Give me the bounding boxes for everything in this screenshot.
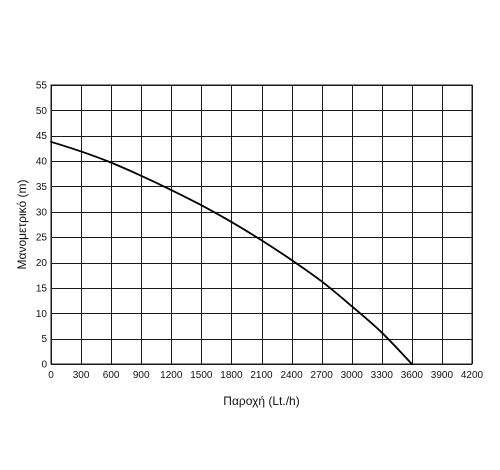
y-tick-label: 50 [36,106,48,117]
x-tick-label: 3000 [341,370,364,381]
y-tick-label: 15 [36,283,48,294]
x-tick-label: 4200 [461,370,484,381]
series-line [50,140,413,365]
x-tick-label: 2400 [280,370,303,381]
y-tick-label: 55 [36,81,48,92]
x-tick-label: 300 [73,370,90,381]
x-tick-label: 3900 [431,370,454,381]
series-group [50,140,413,365]
x-tick-label: 2100 [250,370,273,381]
grid [51,85,473,365]
x-tick-label: 2700 [311,370,334,381]
y-tick-label: 10 [36,309,48,320]
x-axis-title: Παροχή (Lt./h) [223,394,299,408]
plot-area-frame [50,84,473,365]
y-tick-label: 0 [41,360,47,371]
y-tick-label: 25 [36,233,48,244]
y-tick-label: 45 [36,131,48,142]
x-tick-label: 900 [133,370,150,381]
x-tick-label: 3300 [371,370,394,381]
x-tick-label: 1200 [160,370,183,381]
x-tick-label: 3600 [401,370,424,381]
x-tick-label: 1500 [190,370,213,381]
y-tick-label: 35 [36,182,48,193]
x-tick-label: 1800 [220,370,243,381]
y-tick-label: 30 [36,207,48,218]
y-axis-ticks: 0 5 10 15 20 25 30 35 40 45 50 55 [36,81,48,371]
x-axis-ticks: 0 300 600 900 1200 1500 1800 2100 2400 2700 3000 33… [48,370,483,381]
x-tick-label: 0 [48,370,54,381]
y-tick-label: 40 [36,157,48,168]
y-tick-label: 20 [36,258,48,269]
y-tick-label: 5 [41,334,47,345]
x-tick-label: 600 [103,370,120,381]
y-axis-title: Μανομετρικό (m) [15,180,29,270]
